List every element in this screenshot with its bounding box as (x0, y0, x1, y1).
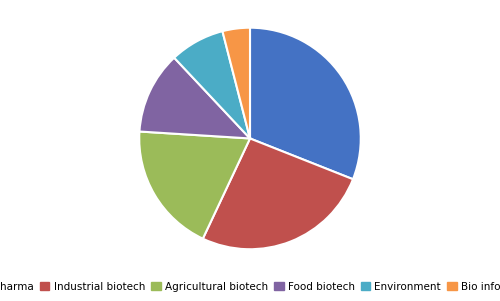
Wedge shape (222, 28, 250, 138)
Wedge shape (203, 138, 353, 249)
Wedge shape (250, 28, 361, 179)
Legend: Bio Pharma, Industrial biotech, Agricultural biotech, Food biotech, Environment,: Bio Pharma, Industrial biotech, Agricult… (0, 278, 500, 296)
Wedge shape (139, 132, 250, 239)
Wedge shape (174, 31, 250, 138)
Wedge shape (140, 58, 250, 138)
